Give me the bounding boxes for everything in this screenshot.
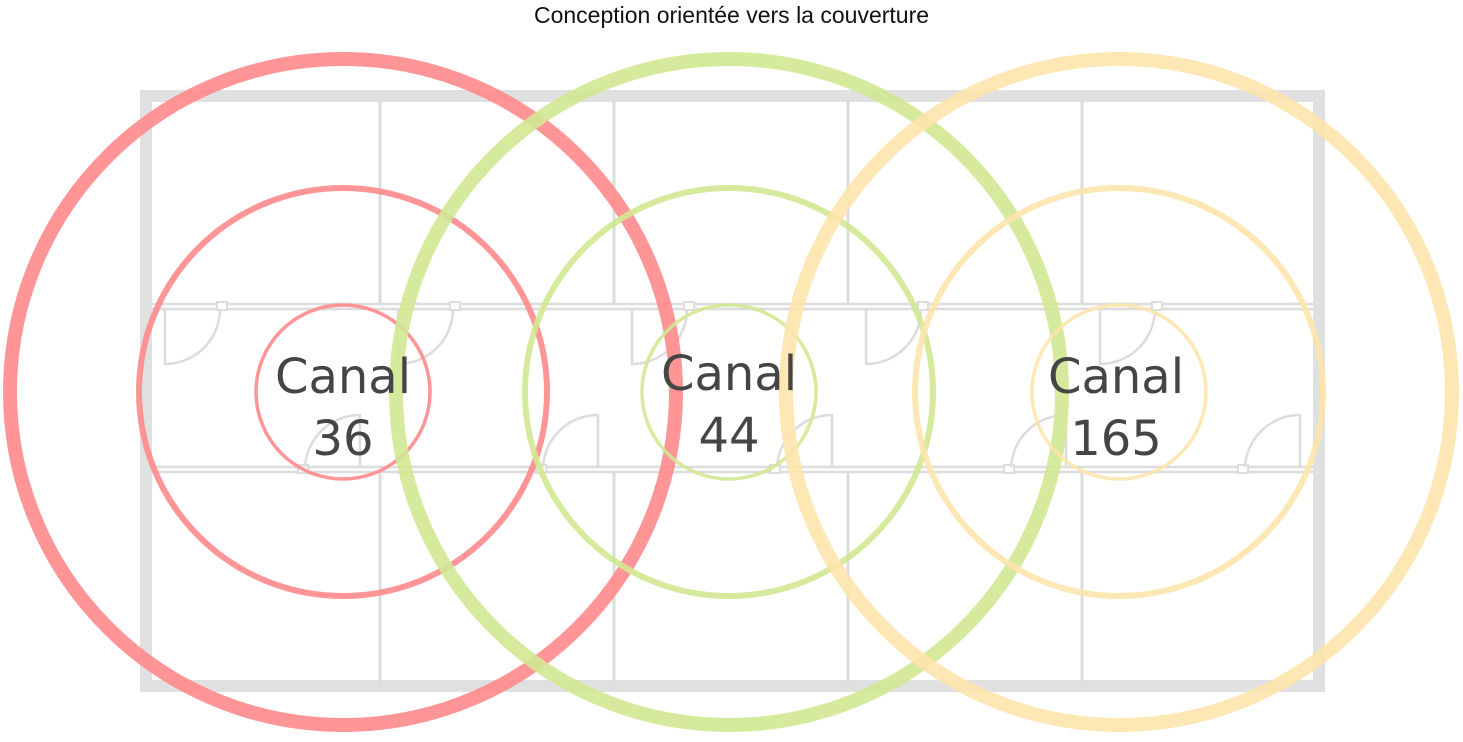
inner-coverage-ring [254, 303, 432, 481]
door-frame [917, 301, 929, 311]
outer-coverage-ring [389, 52, 1069, 732]
door-swing [1243, 413, 1302, 468]
middle-coverage-ring [912, 185, 1326, 599]
door-swing [1098, 308, 1157, 366]
channel-label-word: Canal [661, 346, 797, 402]
inner-coverage-ring [640, 303, 818, 481]
channel-label-number: 36 [312, 411, 373, 467]
inner-coverage-ring [1030, 303, 1208, 481]
middle-coverage-ring [136, 185, 550, 599]
outer-coverage-ring [779, 52, 1459, 732]
middle-coverage-ring [522, 185, 936, 599]
door-swing [303, 413, 362, 468]
outer-wall [140, 90, 1325, 692]
door-frame [449, 301, 461, 311]
door-frame [1003, 464, 1015, 474]
channel-label-word: Canal [1048, 349, 1184, 405]
coverage-circles [3, 52, 1459, 732]
channel-label-word: Canal [275, 349, 411, 405]
door-swing [541, 413, 600, 468]
door-swing [864, 308, 923, 366]
channel-label-number: 165 [1070, 411, 1162, 467]
diagram-title: Conception orientée vers la couverture [533, 2, 930, 28]
door-swing [163, 308, 222, 366]
channel-label-number: 44 [698, 408, 759, 464]
door-frame [1237, 464, 1249, 474]
outer-coverage-ring [3, 52, 683, 732]
door-frame [216, 301, 228, 311]
channel-labels: Canal 36 Canal 44 Canal 165 [275, 346, 1184, 467]
door-swing [775, 413, 834, 468]
door-frame [1151, 301, 1163, 311]
door-frame [683, 301, 695, 311]
